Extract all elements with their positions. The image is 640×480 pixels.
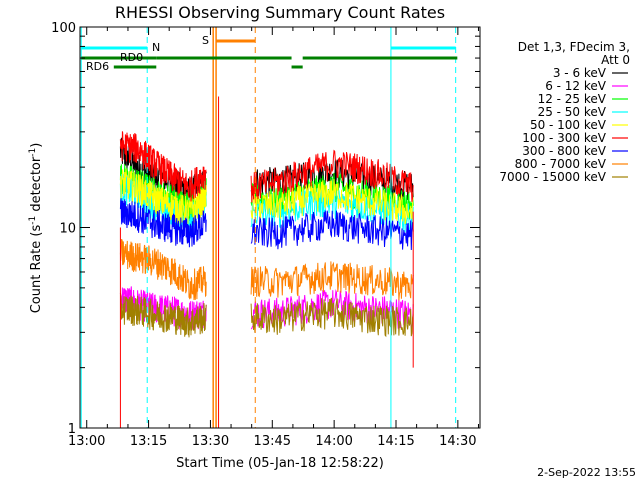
flag-label-rd0: RD0	[120, 51, 143, 64]
legend-entry-3: 25 - 50 keV	[538, 105, 607, 119]
legend-entry-6: 300 - 800 keV	[522, 144, 606, 158]
y-tick-label-0: 1	[68, 422, 76, 437]
y-axis-label-sup2: -1	[28, 148, 38, 157]
y-axis-label-main: Count Rate (s	[29, 225, 44, 314]
legend-entry-8: 7000 - 15000 keV	[499, 170, 606, 184]
x-tick-label-4: 14:00	[315, 434, 352, 449]
y-axis-label: Count Rate (s-1 detector-1)	[28, 143, 44, 314]
flag-bars: N RD0 RD6 S	[81, 34, 458, 73]
x-tick-label-6: 14:30	[439, 434, 476, 449]
y-tick-label-1: 10	[59, 222, 76, 237]
footer-date: 2-Sep-2022 13:55	[537, 466, 636, 479]
legend-entry-5: 100 - 300 keV	[522, 131, 606, 145]
series-8-trace-1	[250, 297, 414, 338]
x-axis-ticks: 13:00 13:15 13:30 13:45 14:00 14:15 14:30	[68, 27, 479, 449]
series-7-trace-0	[119, 239, 207, 301]
y-axis-label-sup1: -1	[28, 216, 38, 225]
x-tick-label-1: 13:15	[130, 434, 167, 449]
y-axis-ticks: 1 10 100	[51, 21, 480, 437]
series-7-trace-1	[250, 261, 414, 301]
x-tick-label-0: 13:00	[68, 434, 105, 449]
series-6-trace-1	[250, 210, 414, 251]
chart-title: RHESSI Observing Summary Count Rates	[115, 3, 445, 22]
legend-entry-2: 12 - 25 keV	[538, 92, 607, 106]
y-tick-label-2: 100	[51, 21, 76, 36]
series-4	[119, 168, 414, 226]
legend-entry-7: 800 - 7000 keV	[515, 157, 607, 171]
legend-entry-1: 6 - 12 keV	[545, 79, 607, 93]
legend-header-line2: Att 0	[601, 53, 630, 67]
series-6	[119, 198, 414, 251]
plot-area: N RD0 RD6 S	[79, 26, 481, 429]
series-5-trace-1	[250, 149, 414, 203]
series-8	[119, 292, 414, 338]
x-tick-label-5: 14:15	[377, 434, 414, 449]
flag-label-s: S	[202, 34, 209, 47]
series-6-trace-0	[119, 198, 207, 248]
series-4-trace-1	[250, 178, 414, 225]
series-8-trace-0	[119, 292, 207, 338]
series-7	[119, 239, 414, 301]
series-5	[119, 131, 414, 203]
flag-label-rd6: RD6	[86, 60, 109, 73]
x-axis-label: Start Time (05-Jan-18 12:58:22)	[176, 456, 384, 471]
x-tick-label-3: 13:45	[254, 434, 291, 449]
y-axis-label-end: )	[29, 143, 44, 148]
x-tick-label-2: 13:30	[192, 434, 229, 449]
legend-entry-4: 50 - 100 keV	[530, 118, 607, 132]
y-axis-label-mid: detector	[29, 156, 44, 216]
series-4-trace-0	[119, 168, 207, 226]
flag-label-n: N	[152, 41, 160, 54]
legend-entry-0: 3 - 6 keV	[553, 66, 607, 80]
legend-header-line1: Det 1,3, FDecim 3,	[518, 40, 630, 54]
series-5-trace-0	[119, 131, 207, 202]
